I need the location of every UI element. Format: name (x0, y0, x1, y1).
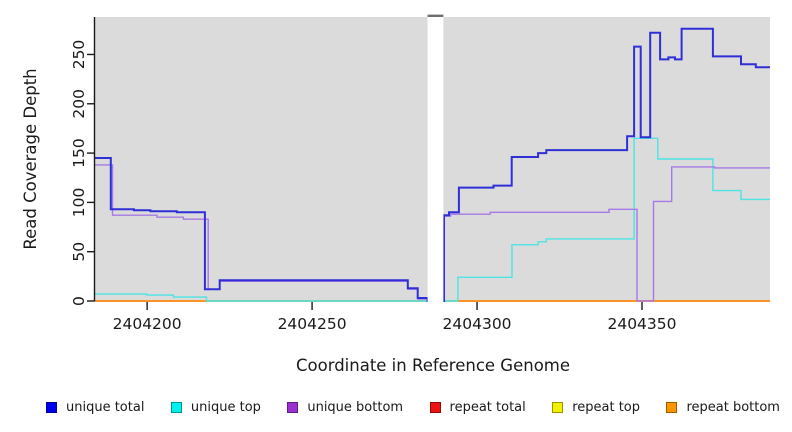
y-tick-label: 100 (70, 188, 88, 218)
coverage-gap-cap (427, 14, 444, 17)
y-axis-title: Read Coverage Depth (21, 68, 40, 249)
legend-item-unique-bottom: unique bottom (287, 400, 403, 415)
legend-swatch-icon-repeat-bottom (666, 401, 678, 413)
legend-item-unique-top: unique top (170, 399, 261, 415)
x-tick-label: 2404250 (278, 315, 347, 333)
x-tick-label: 2404350 (607, 315, 676, 333)
x-tick-label: 2404200 (113, 315, 182, 333)
legend-label: repeat bottom (686, 399, 780, 415)
series-unique-total-line (95, 27, 770, 302)
legend-label: repeat top (572, 399, 640, 415)
legend-swatch-icon-unique-top (170, 401, 182, 413)
legend-item-unique-total: unique total (46, 400, 144, 415)
axes: 0 50 100 150 200 250 2404200 2404250 2404300 2404… (70, 17, 677, 333)
legend-swatch-icon-unique-bottom (287, 401, 299, 413)
plot-area (95, 14, 770, 303)
coverage-gap-band (427, 17, 444, 303)
legend-item-repeat-bottom: repeat bottom (666, 400, 780, 415)
legend-label: repeat total (449, 399, 526, 415)
y-tick-label: 200 (70, 89, 88, 119)
legend-label: unique top (190, 399, 261, 415)
legend-item-repeat-total: repeat total (429, 399, 526, 415)
legend-swatch-icon-repeat-total (429, 401, 441, 413)
legend-label: unique total (66, 399, 145, 415)
x-tick-label: 2404300 (443, 315, 512, 333)
coverage-chart: 0 50 100 150 200 250 2404200 2404250 2404300 2404… (21, 14, 770, 375)
series-unique-top-line (95, 137, 770, 302)
chart-legend: unique total unique top unique bottom repea… (46, 394, 780, 420)
legend-swatch-icon-unique-total (46, 401, 57, 413)
legend-item-repeat-top: repeat top (552, 400, 640, 415)
y-tick-label: 0 (70, 296, 88, 306)
x-axis-title: Coordinate in Reference Genome (296, 356, 570, 375)
legend-swatch-icon-repeat-top (552, 401, 564, 413)
y-tick-label: 150 (70, 138, 88, 168)
y-tick-label: 50 (70, 242, 88, 262)
y-tick-label: 250 (70, 40, 88, 70)
legend-label: unique bottom (307, 399, 404, 415)
